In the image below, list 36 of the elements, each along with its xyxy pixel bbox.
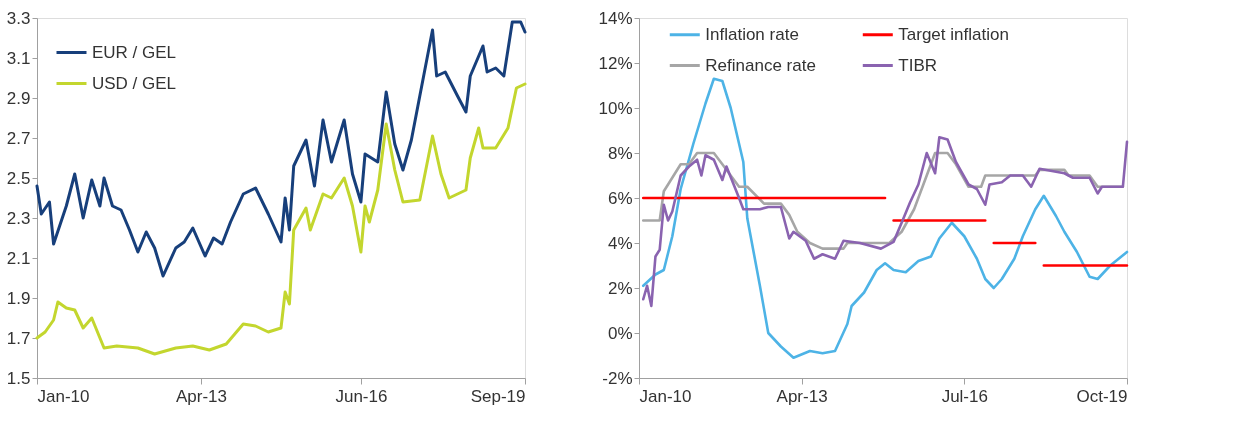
x-tick-label: Oct-19 [1076, 386, 1128, 406]
y-tick-label: 4% [607, 233, 633, 253]
y-tick-label: 2.7 [6, 128, 31, 148]
y-tick-label: 3.3 [6, 8, 31, 28]
y-tick-label: 1.7 [6, 328, 31, 348]
legend-label: Inflation rate [705, 24, 799, 44]
legend-label: EUR / GEL [92, 42, 177, 62]
y-tick-label: 2.9 [6, 88, 31, 108]
y-tick-label: 2% [607, 278, 633, 298]
y-tick-label: 2.5 [6, 168, 31, 188]
legend-label: USD / GEL [92, 73, 177, 93]
y-tick-label: 8% [607, 143, 633, 163]
x-tick-label: Jan-10 [639, 386, 692, 406]
x-tick-label: Sep-19 [470, 386, 526, 406]
x-tick-label: Apr-13 [776, 386, 828, 406]
legend-label: TIBR [898, 55, 938, 75]
legend-label: Refinance rate [705, 55, 816, 75]
y-tick-label: 12% [598, 53, 633, 73]
y-tick-label: 2.1 [6, 248, 31, 268]
y-tick-label: 14% [598, 8, 633, 28]
line-series [35, 20, 527, 278]
y-tick-label: 1.9 [6, 288, 31, 308]
line-series [641, 77, 1129, 360]
y-tick-label: 0% [607, 323, 633, 343]
x-tick-label: Apr-13 [175, 386, 227, 406]
y-tick-label: 2.3 [6, 208, 31, 228]
x-tick-label: Jun-16 [335, 386, 388, 406]
x-tick-label: Jul-16 [941, 386, 988, 406]
x-tick-label: Jan-10 [37, 386, 90, 406]
y-tick-label: -2% [602, 368, 633, 388]
line-series [641, 135, 1129, 308]
y-tick-label: 6% [607, 188, 633, 208]
legend-label: Target inflation [898, 24, 1009, 44]
y-tick-label: 3.1 [6, 48, 31, 68]
y-tick-label: 10% [598, 98, 633, 118]
y-tick-label: 1.5 [6, 368, 31, 388]
